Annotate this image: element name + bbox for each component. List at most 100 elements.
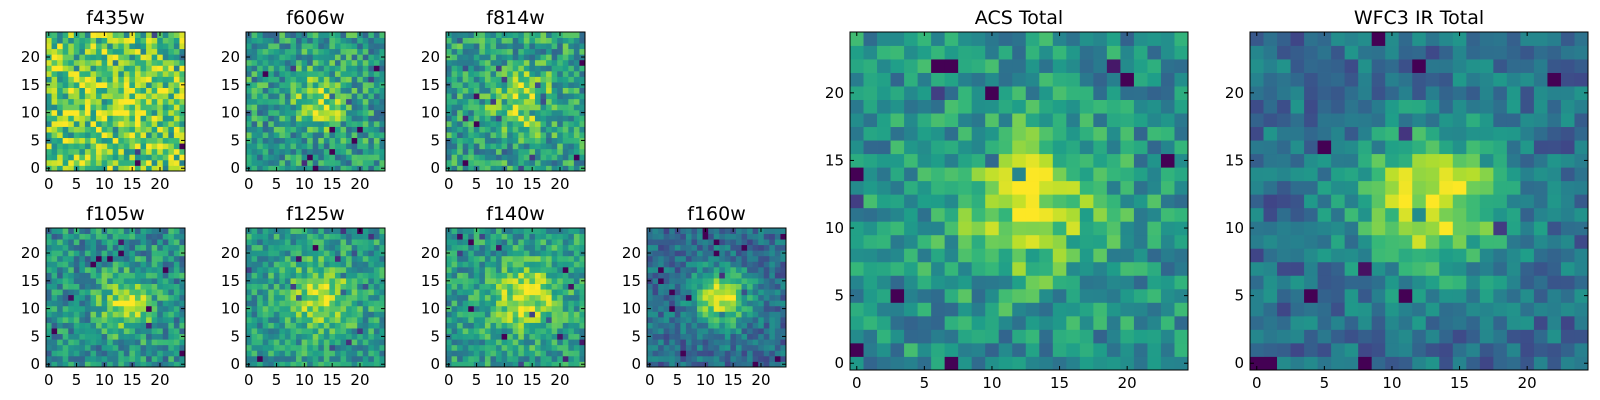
- y-tick-label: 0: [430, 355, 440, 373]
- heatmap-cell: [329, 278, 336, 284]
- heatmap-cell: [473, 316, 480, 323]
- heatmap-cell: [251, 244, 258, 251]
- heatmap-cell: [134, 228, 141, 234]
- heatmap-cell: [557, 37, 564, 44]
- heatmap-cell: [290, 228, 297, 234]
- heatmap-cell: [708, 333, 715, 340]
- heatmap-cell: [484, 316, 491, 323]
- heatmap-cell: [179, 261, 186, 268]
- heatmap-cell: [79, 120, 86, 127]
- heatmap-cell: [268, 350, 275, 357]
- heatmap-cell: [162, 239, 169, 246]
- heatmap-cell: [351, 126, 358, 133]
- heatmap-cell: [68, 76, 75, 83]
- heatmap-cell: [351, 328, 358, 335]
- heatmap-cell: [473, 244, 480, 251]
- heatmap-cell: [134, 109, 141, 116]
- x-tick-label: 15: [123, 175, 142, 193]
- heatmap-cell: [334, 261, 341, 268]
- heatmap-cell: [173, 76, 180, 83]
- heatmap-cell: [562, 278, 569, 284]
- heatmap-cell: [318, 294, 325, 301]
- heatmap-cell: [674, 278, 681, 284]
- heatmap-cell: [518, 137, 525, 144]
- heatmap-cell: [51, 93, 58, 100]
- heatmap-cell: [362, 316, 369, 323]
- heatmap-cell: [468, 32, 475, 38]
- heatmap-cell: [697, 250, 703, 257]
- heatmap-cell: [669, 305, 676, 312]
- heatmap-cell: [379, 283, 386, 290]
- heatmap-cell: [685, 344, 692, 351]
- heatmap-cell: [691, 266, 698, 273]
- heatmap-cell: [579, 115, 586, 122]
- heatmap-cell: [257, 143, 264, 150]
- heatmap-cell: [462, 272, 469, 279]
- heatmap-cell: [579, 311, 586, 318]
- heatmap-cell: [529, 65, 536, 72]
- heatmap-cell: [562, 132, 569, 139]
- heatmap-cell: [647, 255, 653, 262]
- heatmap-cell: [730, 322, 737, 329]
- heatmap-cell: [84, 289, 91, 296]
- heatmap-cell: [379, 311, 386, 318]
- heatmap-cell: [96, 154, 102, 161]
- heatmap-cell: [312, 339, 319, 346]
- heatmap-cell: [90, 159, 97, 166]
- heatmap-cell: [468, 272, 475, 279]
- axes-frame: [445, 31, 586, 172]
- heatmap-cell: [357, 48, 364, 55]
- heatmap-cell: [151, 159, 158, 166]
- heatmap-cell: [518, 233, 525, 240]
- heatmap-cell: [62, 250, 69, 257]
- heatmap-cell: [62, 109, 69, 116]
- heatmap-cell: [151, 43, 158, 50]
- heatmap-cell: [501, 70, 508, 77]
- heatmap-cell: [1174, 329, 1189, 344]
- heatmap-cell: [752, 261, 759, 268]
- heatmap-cell: [958, 302, 973, 317]
- heatmap-cell: [73, 239, 80, 246]
- heatmap-cell: [107, 93, 114, 100]
- heatmap-cell: [379, 344, 386, 351]
- heatmap-cell: [51, 233, 58, 240]
- heatmap-cell: [96, 54, 102, 61]
- heatmap-cell: [1093, 221, 1108, 236]
- heatmap-cell: [379, 48, 386, 55]
- heatmap-cell: [468, 165, 475, 172]
- heatmap-cell: [741, 261, 748, 268]
- heatmap-cell: [1066, 329, 1081, 344]
- heatmap-cell: [501, 143, 508, 150]
- heatmap-cell: [730, 339, 737, 346]
- heatmap-cell: [268, 266, 275, 273]
- heatmap-cell: [534, 311, 541, 318]
- heatmap-cell: [312, 289, 319, 296]
- heatmap-cell: [334, 37, 341, 44]
- heatmap-cell: [557, 126, 564, 133]
- heatmap-cell: [691, 311, 698, 318]
- heatmap-cell: [523, 115, 530, 122]
- heatmap-cell: [529, 54, 536, 61]
- heatmap-cell: [268, 328, 275, 335]
- heatmap-cell: [368, 87, 375, 94]
- heatmap-cell: [346, 82, 353, 88]
- heatmap-cell: [551, 109, 558, 116]
- heatmap-cell: [457, 294, 464, 301]
- heatmap-cell: [663, 239, 670, 246]
- heatmap-cell: [68, 148, 75, 155]
- heatmap-cell: [68, 300, 75, 307]
- heatmap-cell: [318, 328, 325, 335]
- heatmap-cell: [323, 82, 330, 88]
- heatmap-cell: [904, 302, 918, 317]
- heatmap-cell: [931, 207, 946, 222]
- heatmap-cell: [251, 154, 258, 161]
- heatmap-cell: [118, 93, 125, 100]
- heatmap-cell: [146, 228, 153, 234]
- heatmap-cell: [284, 255, 291, 262]
- x-tick-label: 0: [44, 371, 54, 389]
- heatmap-cell: [134, 300, 141, 307]
- heatmap-cell: [546, 109, 553, 116]
- heatmap-cell: [57, 250, 64, 257]
- heatmap-cell: [162, 261, 169, 268]
- heatmap-cell: [129, 300, 136, 307]
